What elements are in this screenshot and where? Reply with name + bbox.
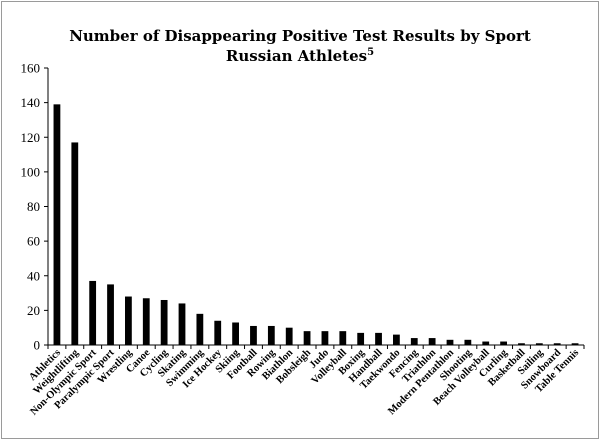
- bar: [518, 343, 525, 345]
- chart-subtitle-text: Russian Athletes: [226, 47, 367, 65]
- chart-subtitle-superscript: 5: [367, 47, 374, 58]
- bar: [160, 299, 168, 345]
- bar: [250, 325, 257, 345]
- y-tick-label: 160: [21, 61, 41, 76]
- y-tick-label: 140: [21, 95, 41, 110]
- bar: [267, 325, 275, 345]
- bar: [500, 341, 507, 345]
- bar: [482, 341, 490, 345]
- bar: [107, 284, 114, 345]
- axes: [44, 67, 585, 349]
- bar: [178, 303, 186, 345]
- bar: [446, 339, 454, 345]
- bar: [375, 332, 382, 345]
- bar: [89, 280, 97, 345]
- chart-title: Number of Disappearing Positive Test Res…: [69, 27, 531, 45]
- y-tick-label: 40: [27, 268, 40, 283]
- bars: [53, 104, 579, 345]
- bar: [125, 296, 132, 345]
- bar: [303, 331, 311, 345]
- bar: [339, 331, 347, 345]
- y-tick-label: 100: [21, 164, 41, 179]
- bar: [393, 334, 400, 345]
- bar: [571, 343, 579, 345]
- bar: [232, 322, 239, 345]
- bar: [196, 313, 204, 345]
- bar: [357, 332, 365, 345]
- y-tick-label: 120: [21, 130, 41, 145]
- bar: [428, 338, 436, 345]
- bar: [71, 142, 79, 345]
- y-tick-label: 80: [27, 199, 40, 214]
- bar: [321, 331, 329, 345]
- y-tick-label: 20: [27, 303, 40, 318]
- bar: [535, 343, 543, 345]
- bar: [464, 339, 472, 345]
- bar: [410, 338, 418, 345]
- bar: [285, 327, 293, 345]
- bar: [214, 320, 222, 345]
- chart-subtitle: Russian Athletes5: [226, 47, 374, 65]
- y-tick-label: 0: [34, 338, 41, 353]
- bar: [553, 343, 561, 345]
- y-tick-label: 60: [27, 234, 40, 249]
- y-tick-labels: 0 20 40 60 80 100 120 140 160: [21, 61, 41, 353]
- bar: [53, 104, 61, 345]
- bar: [142, 298, 150, 345]
